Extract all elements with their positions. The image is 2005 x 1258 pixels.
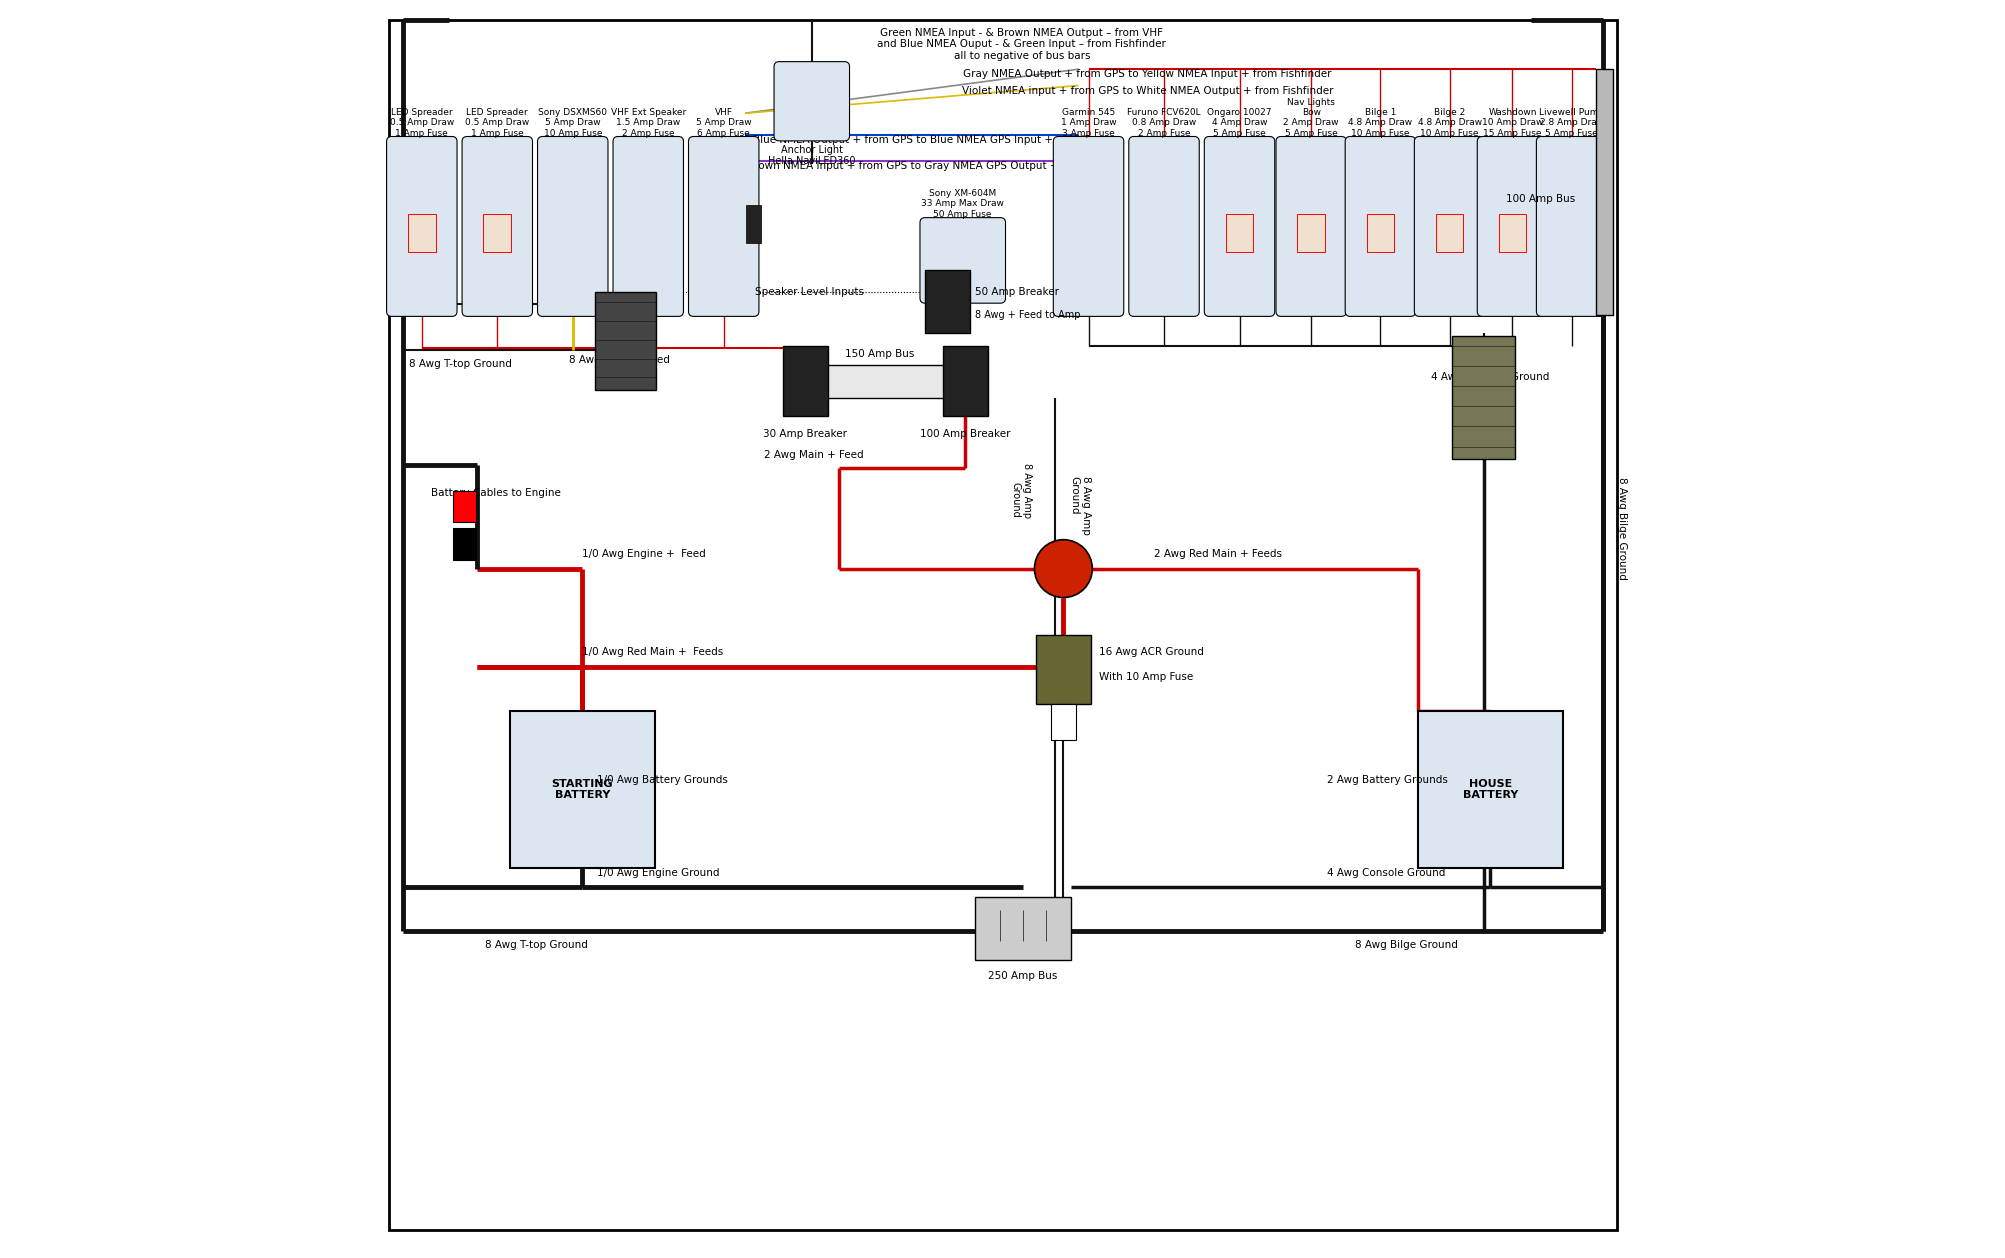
Bar (1297, 214, 1325, 252)
Text: VHF
5 Amp Draw
6 Amp Fuse: VHF 5 Amp Draw 6 Amp Fuse (696, 108, 752, 137)
Text: VHF Ext Speaker
1.5 Amp Draw
2 Amp Fuse: VHF Ext Speaker 1.5 Amp Draw 2 Amp Fuse (610, 108, 686, 137)
FancyBboxPatch shape (537, 136, 608, 316)
Text: Bilge 2
4.8 Amp Draw
10 Amp Fuse: Bilge 2 4.8 Amp Draw 10 Amp Fuse (1418, 108, 1482, 137)
Bar (453, 491, 475, 522)
Text: Violet NMEA input + from GPS to White NMEA Output + from Fishfinder: Violet NMEA input + from GPS to White NM… (962, 86, 1333, 96)
Text: 1/0 Awg Battery Grounds: 1/0 Awg Battery Grounds (597, 775, 728, 785)
Text: 8 Awg Bilge Ground: 8 Awg Bilge Ground (1355, 940, 1458, 950)
Text: 8 Awg Amp
Ground: 8 Awg Amp Ground (1069, 477, 1091, 535)
FancyBboxPatch shape (387, 136, 457, 316)
Text: 2 Awg Main + Feed: 2 Awg Main + Feed (764, 450, 864, 460)
FancyBboxPatch shape (774, 62, 848, 141)
Text: Washdown
10 Amp Draw
15 Amp Fuse: Washdown 10 Amp Draw 15 Amp Fuse (1482, 108, 1542, 137)
Text: 8 Awg + Feed to Amp: 8 Awg + Feed to Amp (974, 309, 1081, 320)
Text: 8 Awg T-top Ground: 8 Awg T-top Ground (485, 940, 587, 950)
Bar (1035, 635, 1091, 704)
Text: LED Spreader
0.5 Amp Draw
1 Amp Fuse: LED Spreader 0.5 Amp Draw 1 Amp Fuse (389, 108, 453, 137)
Circle shape (1035, 540, 1093, 598)
Bar (1225, 214, 1253, 252)
Text: Nav Lights
Bow
2 Amp Draw
5 Amp Fuse: Nav Lights Bow 2 Amp Draw 5 Amp Fuse (1283, 98, 1337, 137)
Text: 50 Amp Breaker: 50 Amp Breaker (974, 287, 1059, 297)
Text: 150 Amp Bus: 150 Amp Bus (844, 348, 914, 359)
Text: Brown NMEA Input + from GPS to Gray NMEA GPS Output + of VHF: Brown NMEA Input + from GPS to Gray NMEA… (746, 161, 1095, 171)
Bar (1365, 214, 1393, 252)
Text: Furuno FCV620L
0.8 Amp Draw
2 Amp Fuse: Furuno FCV620L 0.8 Amp Draw 2 Amp Fuse (1127, 108, 1201, 137)
Text: LED Spreader
0.5 Amp Draw
1 Amp Fuse: LED Spreader 0.5 Amp Draw 1 Amp Fuse (465, 108, 529, 137)
Bar (782, 346, 828, 416)
Bar (453, 528, 475, 560)
Text: 250 Amp Bus: 250 Amp Bus (988, 971, 1057, 981)
Text: 100 Amp Breaker: 100 Amp Breaker (920, 429, 1011, 439)
Text: 16 Awg ACR Ground: 16 Awg ACR Ground (1099, 647, 1203, 657)
Text: Blue NMEA Output + from GPS to Blue NMEA GPS Input + of VHF: Blue NMEA Output + from GPS to Blue NMEA… (752, 135, 1089, 145)
Text: 4 Awg Console Ground: 4 Awg Console Ground (1325, 868, 1444, 878)
Bar (509, 711, 654, 868)
FancyBboxPatch shape (614, 136, 684, 316)
Bar (1418, 711, 1562, 868)
Text: Bilge 1
4.8 Amp Draw
10 Amp Fuse: Bilge 1 4.8 Amp Draw 10 Amp Fuse (1347, 108, 1412, 137)
Text: Speaker Level Inputs: Speaker Level Inputs (754, 287, 864, 297)
FancyBboxPatch shape (1129, 136, 1199, 316)
Text: 8 Awg T-top + Feed: 8 Awg T-top + Feed (569, 355, 670, 365)
Bar (1498, 214, 1526, 252)
Text: 8 Awg T-top Ground: 8 Awg T-top Ground (409, 359, 511, 369)
Text: Gray NMEA Output + from GPS to Yellow NMEA Input + from Fishfinder: Gray NMEA Output + from GPS to Yellow NM… (962, 69, 1331, 79)
Text: Sony XM-604M
33 Amp Max Draw
50 Amp Fuse: Sony XM-604M 33 Amp Max Draw 50 Amp Fuse (920, 189, 1005, 219)
Text: Livewell Pump
2.8 Amp Draw
5 Amp Fuse: Livewell Pump 2.8 Amp Draw 5 Amp Fuse (1538, 108, 1604, 137)
FancyBboxPatch shape (1476, 136, 1548, 316)
FancyBboxPatch shape (688, 136, 758, 316)
Text: With 10 Amp Fuse: With 10 Amp Fuse (1099, 672, 1193, 682)
Bar (1051, 704, 1075, 740)
Bar (407, 214, 435, 252)
FancyBboxPatch shape (1536, 136, 1606, 316)
Text: 2 Awg Battery Grounds: 2 Awg Battery Grounds (1325, 775, 1448, 785)
Text: 1/0 Awg Engine Ground: 1/0 Awg Engine Ground (597, 868, 720, 878)
Text: Ongaro 10027
4 Amp Draw
5 Amp Fuse: Ongaro 10027 4 Amp Draw 5 Amp Fuse (1207, 108, 1271, 137)
Bar (924, 270, 970, 333)
FancyBboxPatch shape (1345, 136, 1416, 316)
Text: 100 Amp Bus: 100 Amp Bus (1506, 194, 1574, 204)
FancyBboxPatch shape (1203, 136, 1273, 316)
FancyBboxPatch shape (1275, 136, 1345, 316)
Bar (483, 214, 511, 252)
Bar (1452, 336, 1514, 459)
Bar (974, 897, 1071, 960)
Bar (595, 292, 656, 390)
FancyBboxPatch shape (1414, 136, 1484, 316)
Bar (1594, 69, 1612, 314)
Text: Anchor Light
Hella NaviLED360: Anchor Light Hella NaviLED360 (768, 145, 854, 166)
FancyBboxPatch shape (920, 218, 1005, 303)
Bar (1436, 214, 1464, 252)
Text: 8 Awg Bilge Ground: 8 Awg Bilge Ground (1616, 477, 1626, 580)
Text: 8 Awg Amp
Ground: 8 Awg Amp Ground (1011, 463, 1031, 518)
Text: 1/0 Awg Red Main +  Feeds: 1/0 Awg Red Main + Feeds (581, 647, 722, 657)
Text: 1/0 Awg Engine +  Feed: 1/0 Awg Engine + Feed (581, 548, 706, 559)
Bar (812, 365, 966, 398)
Text: HOUSE
BATTERY: HOUSE BATTERY (1462, 779, 1518, 800)
Text: Garmin 545
1 Amp Draw
3 Amp Fuse: Garmin 545 1 Amp Draw 3 Amp Fuse (1061, 108, 1117, 137)
Text: STARTING
BATTERY: STARTING BATTERY (551, 779, 614, 800)
Text: 30 Amp Breaker: 30 Amp Breaker (764, 429, 846, 439)
Text: 4 Awg Console Ground: 4 Awg Console Ground (1430, 372, 1548, 382)
FancyBboxPatch shape (461, 136, 531, 316)
Bar (942, 346, 986, 416)
FancyBboxPatch shape (1053, 136, 1123, 316)
Bar (746, 205, 762, 243)
Text: 2 Awg Red Main + Feeds: 2 Awg Red Main + Feeds (1153, 548, 1281, 559)
Text: Green NMEA Input - & Brown NMEA Output – from VHF
and Blue NMEA Ouput - & Green : Green NMEA Input - & Brown NMEA Output –… (876, 28, 1165, 60)
Text: Sony DSXMS60
5 Amp Draw
10 Amp Fuse: Sony DSXMS60 5 Amp Draw 10 Amp Fuse (537, 108, 608, 137)
Text: Battery Cables to Engine: Battery Cables to Engine (431, 488, 559, 498)
